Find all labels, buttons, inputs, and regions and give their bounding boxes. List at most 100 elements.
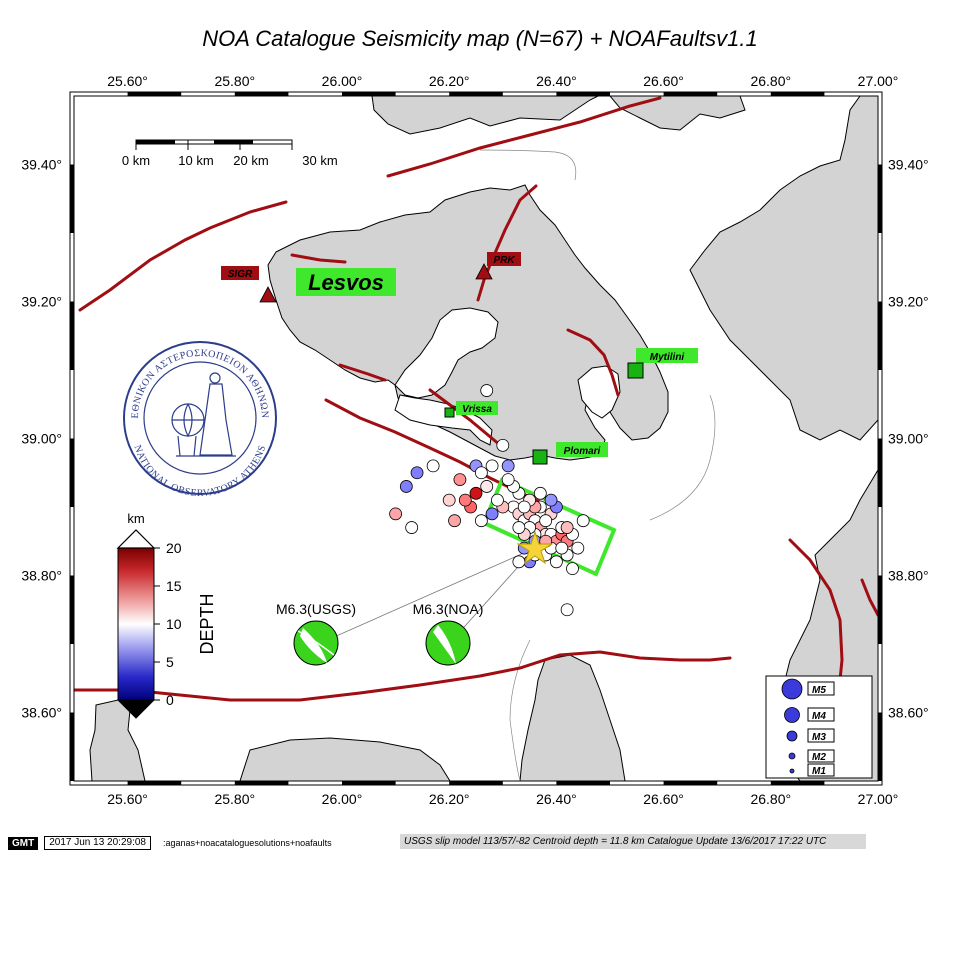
scale-label-0: 0 km: [122, 153, 150, 168]
longitude-label: 26.20°: [429, 73, 470, 89]
earthquake-event: [501, 459, 515, 473]
legend-label: M1: [812, 766, 826, 777]
town-square-icon: [532, 449, 548, 465]
station-triangle-icon: [259, 286, 277, 303]
legend-circle-icon: [784, 707, 800, 723]
southern-peninsula: [239, 737, 451, 781]
depth-tick: 5: [166, 654, 174, 670]
latitude-label: 39.40°: [888, 157, 929, 173]
longitude-label: 26.80°: [750, 73, 791, 89]
town-square-icon: [444, 407, 455, 418]
station-prk: PRK: [475, 252, 521, 280]
earthquake-event: [480, 384, 494, 397]
fault-line: [290, 253, 347, 264]
earthquake-event: [474, 514, 488, 528]
northern-coast-east: [609, 96, 746, 131]
map-frame: [69, 91, 883, 786]
latitude-label: 39.00°: [21, 431, 62, 447]
town-square-icon: [627, 362, 644, 379]
depth-scale: km 20 15 10 5 0 DEPTH: [116, 511, 217, 719]
legend-circle-icon: [786, 730, 798, 742]
longitude-label: 27.00°: [858, 73, 899, 89]
map-title: NOA Catalogue Seismicity map (N=67) + NO…: [202, 26, 758, 51]
kalloni-inner: [394, 394, 493, 446]
depth-tick: 15: [166, 578, 182, 594]
fault-line: [78, 200, 288, 312]
fault-line: [428, 388, 502, 447]
island-name: Lesvos: [308, 270, 384, 295]
earthquake-event: [560, 603, 574, 617]
mechanism-label: M6.3(NOA): [413, 601, 484, 617]
fault-line: [566, 328, 620, 397]
longitude-label: 25.80°: [214, 73, 255, 89]
earthquake-event: [560, 521, 574, 534]
gmt-footer: GMT 2017 Jun 13 20:29:08 :aganas+noacata…: [8, 836, 332, 850]
earthquake-event: [555, 541, 569, 555]
longitude-labels-top: 25.60° 25.80° 26.00° 26.20° 26.40° 26.60° 26.8…: [107, 73, 898, 89]
earthquake-event: [485, 507, 499, 521]
earthquake-event: [399, 480, 413, 493]
longitude-label: 26.80°: [750, 791, 791, 807]
scale-bar: 0 km 10 km 20 km 30 km: [122, 139, 338, 168]
station-sigr: SIGR: [221, 266, 277, 303]
earthquake-event: [426, 459, 440, 473]
longitude-label: 26.00°: [322, 73, 363, 89]
focal-mechanism-usgs: M6.3(USGS): [276, 601, 356, 666]
island-label: Lesvos: [296, 268, 396, 296]
fault-line: [338, 363, 387, 382]
longitude-label: 26.60°: [643, 791, 684, 807]
magnitude-legend: M5 M4 M3 M2 M1: [765, 675, 873, 779]
latitude-label: 39.20°: [888, 294, 929, 310]
longitude-label: 25.60°: [107, 791, 148, 807]
latitude-label: 39.40°: [21, 157, 62, 173]
fault-line: [788, 538, 844, 702]
latitude-label: 39.20°: [21, 294, 62, 310]
legend-label: M4: [812, 711, 826, 722]
town-label: Vrissa: [462, 404, 492, 415]
gmt-command: :aganas+noacataloguesolutions+noafaults: [162, 838, 332, 848]
legend-label: M2: [812, 752, 826, 763]
faults: [74, 96, 878, 702]
earthquake-event: [571, 541, 585, 555]
longitude-labels-bottom: 25.60° 25.80° 26.00° 26.20° 26.40° 26.60° 26.8…: [107, 791, 898, 807]
turkey-coast: [689, 96, 878, 441]
earthquake-event: [496, 438, 510, 452]
earthquake-event: [539, 514, 553, 528]
legend-circle-icon: [781, 678, 803, 700]
fault-line: [386, 96, 662, 178]
gera-gulf: [577, 365, 621, 419]
scale-bottom-arrow-icon: [116, 699, 156, 719]
earthquake-event: [512, 521, 526, 534]
scale-label-20: 20 km: [233, 153, 268, 168]
latitude-labels-left: 39.40° 39.20° 39.00° 38.80° 38.60°: [21, 157, 62, 721]
station-label: SIGR: [228, 269, 253, 280]
longitude-label: 26.60°: [643, 73, 684, 89]
focal-mechanism-noa: M6.3(NOA): [413, 601, 484, 666]
legend-label: M5: [812, 685, 826, 696]
longitude-label: 26.40°: [536, 73, 577, 89]
scale-label-30: 30 km: [302, 153, 337, 168]
earthquake-event: [453, 473, 467, 487]
earthquake-event: [485, 459, 499, 473]
chios-island: [519, 654, 626, 781]
latitude-label: 38.60°: [888, 705, 929, 721]
earthquake-event: [533, 486, 547, 500]
earthquake-event: [512, 555, 526, 569]
earthquake-event: [566, 562, 579, 576]
town-vrissa: Vrissa: [444, 401, 498, 418]
depth-tick: 10: [166, 616, 182, 632]
bathymetry-line: [479, 149, 577, 181]
earthquake-event: [576, 514, 590, 528]
northern-coast: [371, 96, 599, 135]
longitude-label: 26.20°: [429, 791, 470, 807]
earthquake-event: [442, 493, 456, 507]
fault-line: [476, 184, 538, 302]
earthquake-event: [544, 493, 558, 507]
events-layer: [389, 384, 590, 617]
latitude-labels-right: 39.40° 39.20° 39.00° 38.80° 38.60°: [888, 157, 929, 721]
town-label: Mytilini: [650, 352, 685, 363]
mechanism-label: M6.3(USGS): [276, 601, 356, 617]
earthquake-event: [458, 493, 472, 507]
latitude-label: 38.60°: [21, 705, 62, 721]
depth-title: DEPTH: [197, 593, 217, 654]
